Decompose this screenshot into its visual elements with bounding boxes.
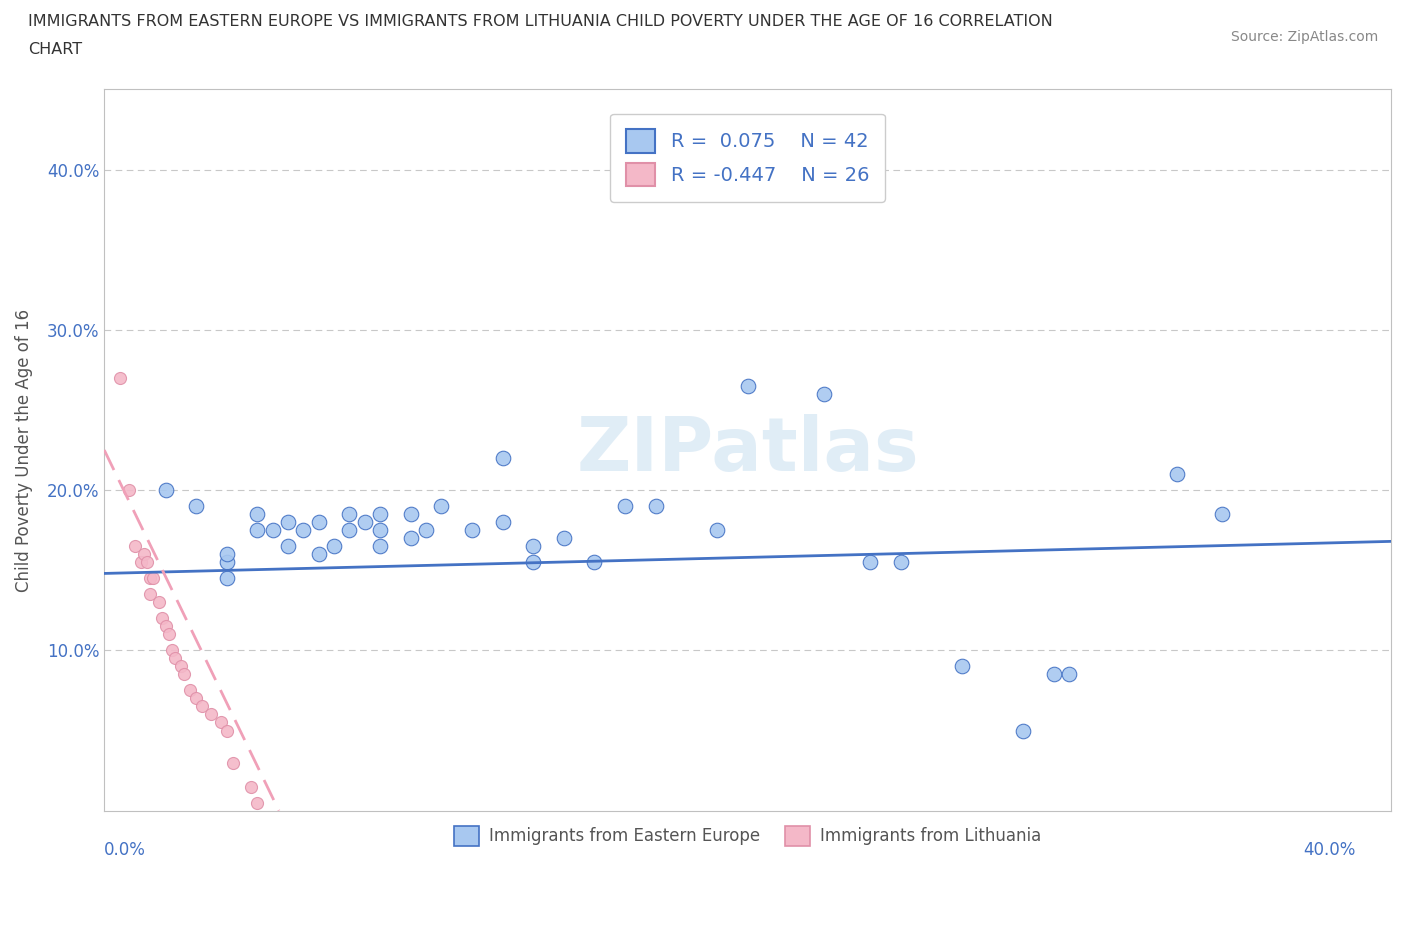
Point [292,523,315,538]
Point [323,538,346,553]
Point [132,547,155,562]
Point [124,538,146,553]
Point [186,498,208,513]
Point [142,571,165,586]
Point [148,595,170,610]
Point [353,514,375,529]
Point [108,370,131,385]
Point [215,723,238,737]
Point [155,483,177,498]
Point [553,531,575,546]
Text: IMMIGRANTS FROM EASTERN EUROPE VS IMMIGRANTS FROM LITHUANIA CHILD POVERTY UNDER : IMMIGRANTS FROM EASTERN EUROPE VS IMMIGR… [28,14,1053,29]
Legend: Immigrants from Eastern Europe, Immigrants from Lithuania: Immigrants from Eastern Europe, Immigran… [447,819,1047,853]
Point [813,387,835,402]
Point [240,779,263,794]
Point [129,555,152,570]
Point [644,498,666,513]
Point [163,651,186,666]
Point [160,643,183,658]
Point [277,514,299,529]
Point [186,691,208,706]
Point [1012,723,1035,737]
Point [399,531,422,546]
Point [179,683,201,698]
Point [136,555,159,570]
Point [950,659,973,674]
Point [859,555,882,570]
Point [191,699,214,714]
Point [139,587,162,602]
Point [157,627,180,642]
Point [491,451,513,466]
Point [491,514,513,529]
Text: CHART: CHART [28,42,82,57]
Point [246,507,269,522]
Y-axis label: Child Poverty Under the Age of 16: Child Poverty Under the Age of 16 [15,309,32,591]
Point [262,523,284,538]
Point [890,555,912,570]
Point [246,795,269,810]
Point [173,667,195,682]
Point [200,707,222,722]
Point [1043,667,1066,682]
Point [415,523,437,538]
Point [1059,667,1081,682]
Point [308,514,330,529]
Point [337,507,360,522]
Point [522,538,544,553]
Point [222,755,245,770]
Text: 0.0%: 0.0% [104,842,146,859]
Point [215,547,238,562]
Point [522,555,544,570]
Point [583,555,606,570]
Point [737,379,759,393]
Point [430,498,453,513]
Point [155,618,177,633]
Point [368,523,391,538]
Point [368,507,391,522]
Point [706,523,728,538]
Point [308,547,330,562]
Point [461,523,484,538]
Point [139,571,162,586]
Point [118,483,141,498]
Point [1211,507,1233,522]
Point [246,523,269,538]
Text: ZIPatlas: ZIPatlas [576,414,920,486]
Point [277,538,299,553]
Point [614,498,637,513]
Point [152,611,174,626]
Point [1166,467,1188,482]
Point [368,538,391,553]
Point [209,715,232,730]
Point [215,555,238,570]
Text: Source: ZipAtlas.com: Source: ZipAtlas.com [1230,30,1378,44]
Point [170,659,193,674]
Point [399,507,422,522]
Text: 40.0%: 40.0% [1303,842,1355,859]
Point [215,571,238,586]
Point [337,523,360,538]
